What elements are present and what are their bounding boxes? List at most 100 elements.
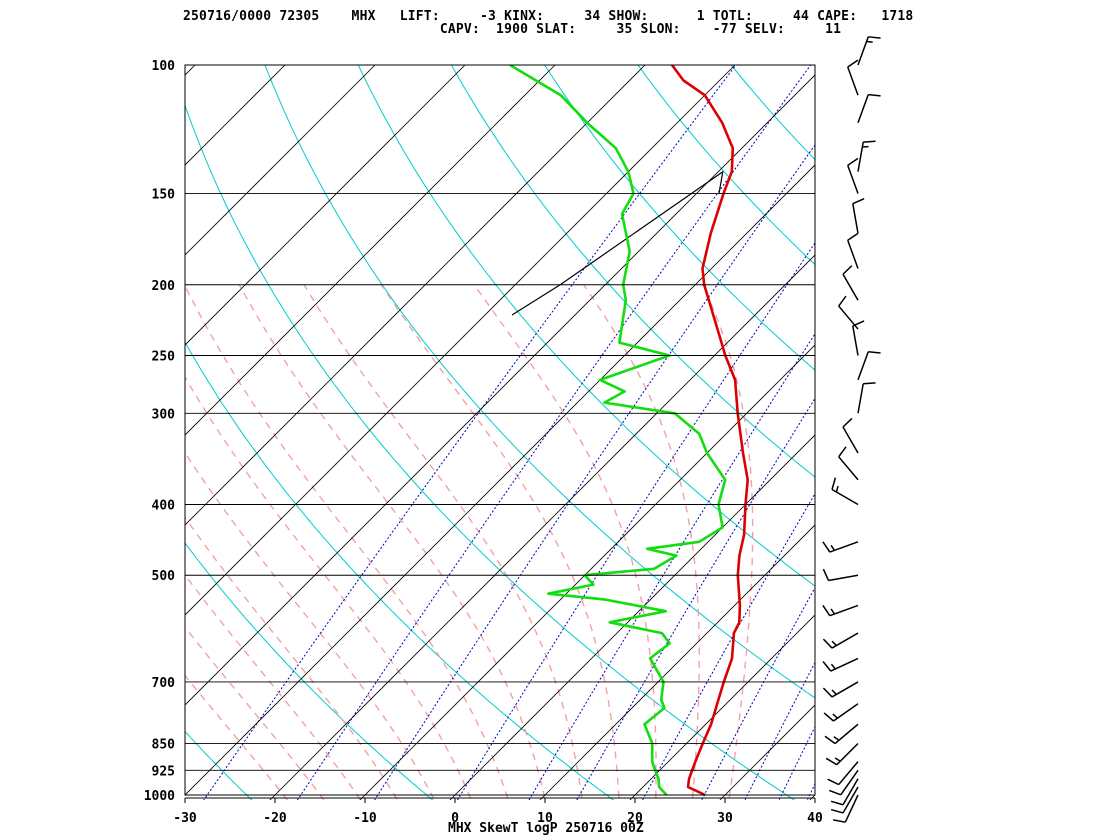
dry-adiabat: [994, 49, 1120, 811]
wind-barb-flag: [847, 59, 859, 68]
wind-barb-staff: [838, 305, 859, 330]
pressure-tick-label: 150: [152, 188, 176, 203]
wind-barb-flag: [838, 446, 847, 458]
wind-barb: [847, 232, 859, 269]
parcel-path: [511, 171, 724, 316]
isotherm: [185, 164, 815, 796]
isotherm: [185, 65, 286, 166]
wind-barb-half-flag: [835, 485, 839, 493]
dry-adiabat: [637, 65, 815, 266]
moist-adiabat: [473, 284, 657, 800]
dry-adiabat: [185, 730, 253, 800]
dry-adiabat: [185, 341, 615, 800]
isotherm: [629, 614, 815, 800]
pressure-tick-label: 100: [152, 59, 176, 74]
header-line-2: CAPV: 1900 SLAT: 35 SLON: -77 SELV: 11: [183, 22, 842, 37]
moist-adiabat: [583, 284, 700, 800]
wind-barb-half-flag: [830, 663, 836, 670]
pressure-tick-label: 400: [152, 499, 176, 514]
wind-barb-flag: [831, 477, 837, 490]
wind-barb-staff: [842, 778, 859, 806]
temperature-tick-label: -30: [173, 811, 197, 826]
mixing-ratio-line: [456, 242, 815, 800]
wind-barb-flag: [833, 819, 846, 823]
wind-barb: [828, 769, 859, 796]
isotherm: [359, 344, 815, 800]
mixing-ratio-line: [576, 397, 815, 800]
temperature-tick-label: 30: [717, 811, 733, 826]
wind-barb-staff: [857, 351, 869, 381]
wind-barb: [825, 742, 859, 766]
wind-barb-flag: [842, 417, 853, 428]
mixing-ratio-line: [203, 65, 737, 800]
wind-barb: [822, 632, 859, 649]
wind-barb: [852, 320, 865, 356]
isotherm: [185, 65, 376, 256]
dry-adiabat: [544, 65, 815, 371]
wind-barb-flag: [868, 36, 881, 39]
wind-barb-flag: [847, 232, 859, 241]
wind-barb-flag: [822, 541, 831, 553]
temperature-tick-label: 10: [537, 811, 553, 826]
moist-adiabat: [185, 375, 473, 800]
wind-barb: [822, 657, 859, 672]
moist-adiabat: [185, 284, 510, 800]
wind-barb-staff: [852, 203, 859, 234]
wind-barb-staff: [844, 794, 859, 823]
pressure-tick-label: 500: [152, 569, 176, 584]
moist-adiabat: [303, 284, 583, 800]
wind-barb: [857, 350, 881, 381]
isotherm: [185, 65, 556, 436]
wind-barb-flag: [822, 687, 833, 698]
wind-barb-flag: [842, 265, 853, 275]
wind-barb-half-flag: [831, 640, 837, 647]
wind-barb-flag: [830, 808, 844, 814]
moist-adiabat: [701, 284, 754, 800]
moist-adiabat: [380, 284, 620, 800]
isotherm: [185, 74, 815, 706]
wind-barb-flag: [830, 800, 844, 806]
isotherm: [185, 65, 646, 526]
temperature-tick-label: -10: [353, 811, 377, 826]
plot-frame: [184, 64, 816, 796]
wind-barb: [822, 568, 859, 582]
moist-adiabat: [185, 626, 325, 800]
isotherm: [809, 794, 815, 800]
dry-adiabat: [902, 49, 1120, 811]
wind-barb: [842, 265, 859, 301]
wind-barb-half-flag: [832, 713, 839, 719]
moist-adiabat: [185, 573, 362, 800]
temperature-tick-label: 20: [627, 811, 643, 826]
wind-barb-staff: [840, 769, 859, 796]
wind-barb-staff: [828, 574, 859, 582]
wind-barb-flag: [822, 568, 830, 581]
wind-barb-flag: [825, 757, 838, 766]
wind-barb-flag: [868, 350, 881, 354]
isotherm: [185, 65, 736, 616]
isotherm: [539, 524, 815, 800]
moist-adiabat: [185, 516, 399, 800]
wind-barb-flag: [868, 93, 881, 97]
wind-barb-flag: [852, 197, 865, 205]
isotherm: [719, 704, 815, 800]
wind-barb: [822, 604, 859, 617]
wind-barb-flag: [863, 382, 876, 385]
wind-barb-flag: [822, 605, 831, 617]
wind-barb: [847, 157, 859, 194]
wind-barb-staff: [852, 325, 859, 356]
wind-barb-staff: [847, 240, 859, 269]
wind-barb-flag: [827, 778, 840, 786]
wind-barb-staff: [830, 657, 859, 672]
dry-adiabat: [450, 65, 815, 478]
isotherm: [185, 65, 466, 346]
dry-adiabat: [185, 542, 434, 800]
wind-barbs: [822, 36, 881, 823]
wind-barb-flag: [824, 735, 836, 745]
wind-barb-flag: [823, 712, 834, 722]
wind-barb-flag: [828, 789, 842, 796]
wind-barb: [857, 382, 876, 414]
wind-barb-staff: [838, 456, 859, 481]
wind-barb: [857, 93, 881, 124]
wind-barb-flag: [863, 140, 876, 143]
